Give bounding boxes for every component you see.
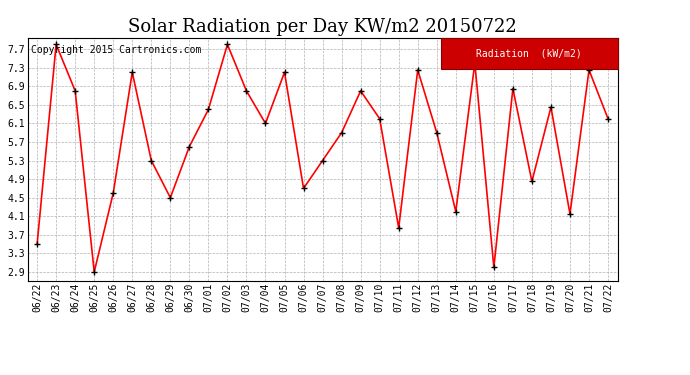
Title: Solar Radiation per Day KW/m2 20150722: Solar Radiation per Day KW/m2 20150722 (128, 18, 517, 36)
Text: Copyright 2015 Cartronics.com: Copyright 2015 Cartronics.com (30, 45, 201, 55)
Text: Radiation  (kW/m2): Radiation (kW/m2) (476, 48, 582, 58)
FancyBboxPatch shape (441, 38, 618, 69)
